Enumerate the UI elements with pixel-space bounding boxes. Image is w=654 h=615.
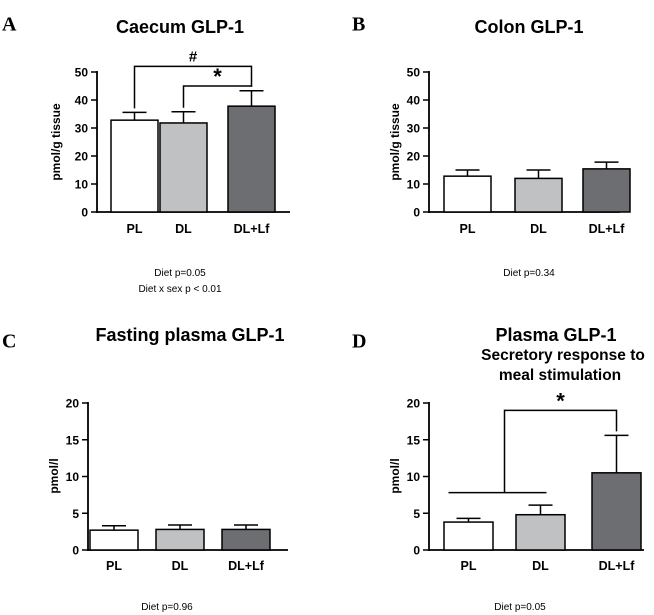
x-tick-label: DL+Lf	[599, 559, 636, 573]
x-tick-label: PL	[460, 222, 476, 236]
y-tick-label: 40	[75, 94, 89, 108]
bar-dl-plus-lf	[582, 168, 631, 213]
y-tick-label: 0	[81, 206, 88, 220]
y-axis-label: pmol/g tissue	[49, 103, 63, 181]
bar-dl	[159, 122, 208, 213]
x-tick-label: PL	[127, 222, 143, 236]
bar-pl	[89, 529, 139, 551]
y-tick-label: 0	[72, 544, 79, 558]
significance-marker: *	[556, 388, 565, 413]
chart-title: Colon GLP-1	[475, 17, 584, 37]
significance-bracket	[133, 65, 253, 109]
y-tick-label: 20	[407, 150, 421, 164]
bar-dl-plus-lf	[227, 105, 276, 213]
bar-dl	[155, 528, 205, 551]
y-tick-label: 10	[75, 178, 89, 192]
x-tick-label: PL	[106, 559, 122, 573]
panel-letter: B	[352, 14, 365, 36]
y-tick-label: 5	[72, 507, 79, 521]
y-tick-label: 30	[75, 122, 89, 136]
stats-note: Diet x sex p < 0.01	[138, 284, 222, 295]
y-axis-label: pmol/l	[47, 458, 61, 493]
bar-dl	[515, 513, 566, 551]
stats-note: Diet p=0.05	[154, 268, 206, 279]
significance-marker: *	[213, 64, 222, 89]
y-tick-label: 40	[407, 94, 421, 108]
bar-dl-plus-lf	[221, 528, 271, 551]
bar-dl-plus-lf	[591, 472, 642, 551]
x-tick-label: DL	[530, 222, 547, 236]
significance-bracket	[182, 85, 253, 108]
y-tick-label: 15	[66, 433, 80, 447]
bar-dl	[514, 177, 563, 213]
y-tick-label: 50	[75, 66, 89, 80]
y-tick-label: 10	[407, 178, 421, 192]
bar-pl	[443, 521, 494, 551]
y-axis-label: pmol/l	[388, 458, 402, 493]
y-tick-label: 10	[407, 470, 421, 484]
stats-note: Diet p=0.96	[141, 602, 193, 613]
bar-pl	[110, 119, 159, 213]
x-tick-label: DL	[172, 559, 189, 573]
x-tick-label: DL	[175, 222, 192, 236]
y-tick-label: 20	[66, 397, 80, 411]
x-tick-label: DL+Lf	[234, 222, 271, 236]
chart-subtitle-line: meal stimulation	[499, 367, 621, 384]
y-tick-label: 50	[407, 66, 421, 80]
stats-note: Diet p=0.34	[503, 268, 555, 279]
y-tick-label: 30	[407, 122, 421, 136]
panel-letter: C	[2, 331, 16, 353]
x-tick-label: PL	[461, 559, 477, 573]
bar-pl	[443, 175, 492, 213]
y-tick-label: 5	[413, 507, 420, 521]
chart-title: Plasma GLP-1	[495, 325, 616, 345]
panel-letter: D	[352, 331, 366, 353]
chart-subtitle-line: Secretory response to	[481, 347, 645, 364]
y-tick-label: 0	[413, 206, 420, 220]
x-tick-label: DL+Lf	[228, 559, 265, 573]
significance-marker: #	[189, 48, 198, 65]
x-tick-label: DL+Lf	[589, 222, 626, 236]
chart-title: Caecum GLP-1	[116, 17, 244, 37]
y-axis-label: pmol/g tissue	[388, 103, 402, 181]
y-tick-label: 20	[407, 397, 421, 411]
y-tick-label: 10	[66, 470, 80, 484]
stats-note: Diet p=0.05	[494, 602, 546, 613]
y-tick-label: 20	[75, 150, 89, 164]
y-tick-label: 15	[407, 433, 421, 447]
panel-letter: A	[2, 14, 17, 36]
x-tick-label: DL	[532, 559, 549, 573]
significance-bracket	[503, 409, 618, 493]
chart-title: Fasting plasma GLP-1	[95, 325, 284, 345]
y-tick-label: 0	[413, 544, 420, 558]
